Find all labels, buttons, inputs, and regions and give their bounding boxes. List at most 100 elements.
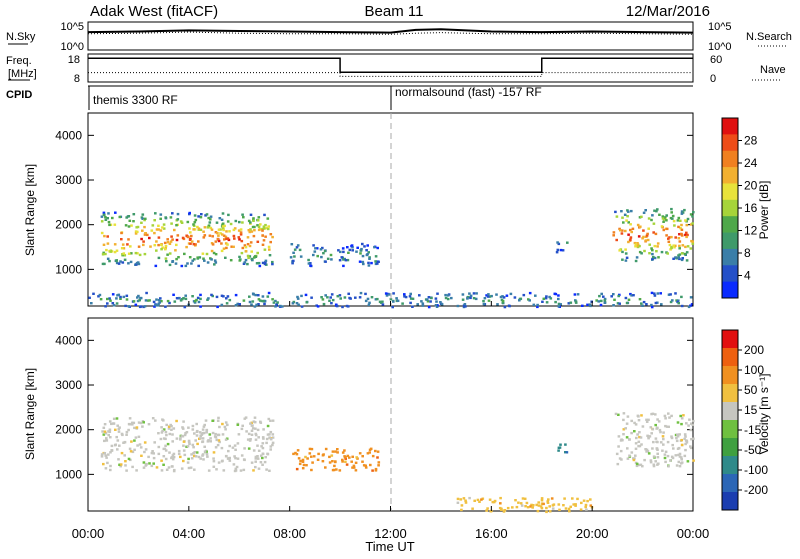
- velocity-colorbar-frame: [721, 329, 739, 511]
- scatter-cell: [157, 228, 160, 231]
- scatter-cell: [480, 498, 483, 501]
- scatter-cell: [202, 257, 205, 260]
- scatter-cell: [164, 444, 167, 447]
- scatter-cell: [157, 256, 161, 260]
- scatter-cell: [615, 452, 619, 456]
- scatter-cell: [197, 240, 200, 243]
- scatter-cell: [186, 220, 190, 224]
- scatter-cell: [184, 432, 187, 435]
- scatter-cell: [328, 461, 332, 464]
- scatter-cell: [463, 303, 467, 306]
- scatter-cell: [653, 209, 656, 212]
- scatter-cell: [319, 248, 323, 251]
- scatter-cell: [492, 500, 496, 504]
- scatter-cell: [344, 460, 347, 463]
- scatter-cell: [221, 225, 225, 228]
- scatter-cell: [313, 250, 317, 253]
- scatter-cell: [523, 497, 527, 500]
- scatter-cell: [159, 437, 163, 441]
- scatter-cell: [637, 235, 641, 238]
- scatter-cell: [246, 236, 250, 239]
- scatter-cell: [348, 296, 351, 300]
- scatter-cell: [175, 437, 179, 440]
- scatter-cell: [351, 246, 354, 249]
- scatter-cell: [168, 242, 172, 245]
- scatter-cell: [125, 433, 128, 436]
- scatter-cell: [573, 293, 577, 296]
- scatter-cell: [654, 301, 658, 305]
- scatter-cell: [322, 252, 325, 255]
- scatter-cell: [261, 227, 264, 231]
- scatter-cell: [555, 251, 559, 254]
- scatter-cell: [446, 294, 450, 297]
- scatter-cell: [515, 505, 519, 509]
- scatter-cell: [330, 258, 333, 261]
- scatter-cell: [329, 296, 332, 299]
- scatter-cell: [161, 246, 164, 249]
- scatter-cell: [226, 295, 230, 298]
- scatter-cell: [233, 455, 236, 458]
- scatter-cell: [125, 430, 129, 434]
- scatter-cell: [650, 303, 653, 307]
- scatter-cell: [616, 462, 620, 466]
- scatter-cell: [180, 221, 184, 224]
- scatter-cell: [181, 426, 184, 429]
- scatter-cell: [557, 302, 561, 306]
- scatter-cell: [687, 305, 691, 309]
- scatter-cell: [171, 212, 174, 215]
- scatter-cell: [612, 234, 615, 237]
- scatter-cell: [436, 292, 439, 295]
- scatter-cell: [259, 420, 262, 423]
- scatter-cell: [120, 231, 123, 235]
- scatter-cell: [100, 453, 104, 456]
- scatter-cell: [265, 437, 269, 441]
- scatter-cell: [376, 262, 379, 265]
- scatter-cell: [642, 300, 646, 304]
- scatter-cell: [661, 215, 665, 218]
- scatter-cell: [529, 505, 532, 508]
- scatter-cell: [558, 508, 561, 511]
- scatter-cell: [341, 451, 345, 454]
- scatter-cell: [421, 302, 425, 305]
- scatter-cell: [295, 246, 299, 249]
- scatter-cell: [331, 450, 335, 453]
- scatter-cell: [537, 501, 540, 504]
- scatter-cell: [115, 297, 118, 300]
- scatter-cell: [246, 262, 249, 266]
- scatter-cell: [621, 258, 624, 261]
- scatter-cell: [677, 299, 680, 302]
- scatter-cell: [502, 296, 506, 299]
- scatter-cell: [268, 436, 271, 439]
- scatter-cell: [201, 428, 205, 431]
- scatter-cell: [188, 227, 191, 230]
- cpid-mode-normalsound: normalsound (fast) -157 RF: [395, 85, 542, 99]
- beam-title: Beam 11: [365, 3, 424, 20]
- scatter-cell: [633, 430, 636, 433]
- scatter-cell: [174, 249, 177, 252]
- scatter-cell: [161, 226, 164, 229]
- scatter-cell: [233, 444, 237, 447]
- scatter-cell: [368, 257, 371, 260]
- scatter-cell: [223, 425, 227, 429]
- scatter-cell: [261, 229, 264, 232]
- scatter-cell: [691, 423, 695, 426]
- scatter-cell: [214, 261, 218, 264]
- scatter-cell: [367, 303, 371, 306]
- scatter-cell: [680, 438, 683, 442]
- scatter-cell: [210, 258, 213, 261]
- scatter-cell: [584, 505, 587, 509]
- scatter-cell: [324, 260, 327, 263]
- scatter-cell: [134, 232, 138, 235]
- scatter-cell: [124, 224, 128, 227]
- scatter-cell: [613, 298, 616, 301]
- scatter-cell: [486, 507, 489, 510]
- scatter-cell: [168, 301, 171, 305]
- scatter-cell: [241, 424, 244, 427]
- scatter-cell: [254, 457, 258, 460]
- scatter-cell: [256, 219, 260, 222]
- scatter-cell: [244, 250, 248, 253]
- scatter-cell: [128, 447, 132, 450]
- scatter-cell: [355, 456, 358, 459]
- scatter-cell: [152, 456, 156, 460]
- scatter-cell: [462, 497, 466, 500]
